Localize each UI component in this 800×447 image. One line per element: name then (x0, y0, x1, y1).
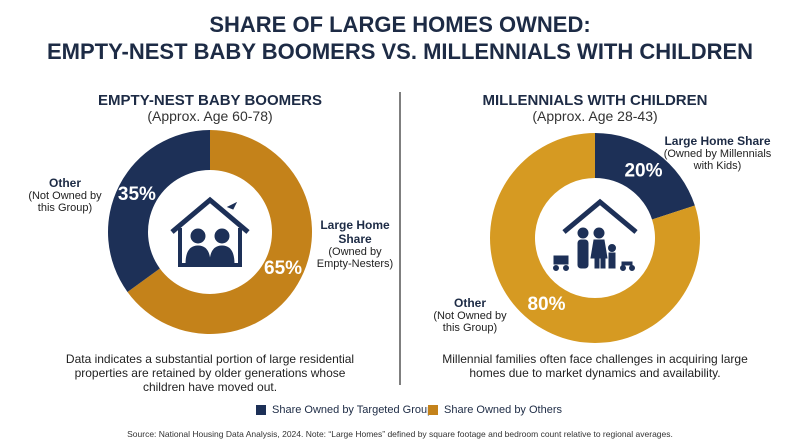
slice-name: Other (48, 176, 81, 190)
legend-item: Share Owned by Targeted Group (256, 404, 433, 416)
person-icon (593, 227, 605, 239)
person-icon (577, 239, 589, 269)
value-label: 20% (624, 160, 662, 181)
house-icon (170, 196, 250, 234)
person-icon (185, 245, 235, 265)
title: SHARE OF LARGE HOMES OWNED: (209, 12, 591, 37)
person-icon (577, 227, 589, 239)
donut-hole (536, 179, 654, 297)
value-label: 65% (264, 258, 302, 279)
chart-subtitle: (Approx. Age 28-43) (532, 108, 658, 124)
stroller-icon (553, 265, 559, 271)
chart-title: MILLENNIALS WITH CHILDREN (482, 92, 708, 109)
slice-note: (Owned by Empty-Nesters) (316, 246, 394, 270)
stroller-icon (563, 265, 569, 271)
slice-note: (Owned by Millennials with Kids) (663, 148, 772, 172)
legend-item: Share Owned by Others (428, 404, 562, 416)
slice-note: (Not Owned by this Group) (28, 190, 102, 214)
bird-icon (226, 201, 238, 210)
house-icon (178, 228, 242, 267)
donut-slice (490, 133, 701, 343)
chart-description: Data indicates a substantial portion of … (65, 352, 355, 394)
donut-slice (595, 133, 695, 220)
slice-label: Other (Not Owned by this Group) (20, 176, 110, 214)
slice-label: Large Home Share (Owned by Empty-Nesters) (310, 218, 400, 270)
child-icon (608, 244, 616, 252)
chart-title: EMPTY-NEST BABY BOOMERS (98, 92, 322, 109)
legend-label: Share Owned by Targeted Group (272, 404, 434, 416)
legend-swatch (428, 405, 438, 415)
icons (170, 196, 638, 271)
bike-icon (621, 261, 633, 266)
legend-label: Share Owned by Others (444, 404, 563, 416)
slice-name: Other (453, 296, 486, 310)
bike-icon (620, 265, 626, 271)
chart-description: Millennial families often face challenge… (442, 352, 748, 380)
slice-note: (Not Owned by this Group) (433, 310, 507, 334)
source: Source: National Housing Data Analysis, … (127, 429, 673, 439)
child-icon (608, 252, 616, 269)
slice-name: Large Home Share (320, 218, 390, 246)
house-icon (562, 198, 638, 234)
slice-label: Other (Not Owned by this Group) (425, 296, 515, 334)
bike-icon (629, 265, 635, 271)
value-label: 80% (527, 294, 565, 315)
slice-label: Large Home Share (Owned by Millennials wi… (655, 134, 780, 172)
title: EMPTY-NEST BABY BOOMERS VS. MILLENNIALS … (46, 39, 754, 64)
slice-name: Large Home Share (664, 134, 771, 148)
chart-subtitle: (Approx. Age 60-78) (147, 108, 273, 124)
legend-swatch (256, 405, 266, 415)
value-label: 35% (118, 184, 156, 205)
donut-slice (127, 130, 312, 335)
donut-slice (108, 130, 210, 292)
donut-hole (149, 171, 271, 293)
person-icon (214, 228, 230, 244)
person-icon (190, 228, 206, 244)
person-icon (590, 239, 608, 269)
stroller-icon (553, 255, 569, 265)
